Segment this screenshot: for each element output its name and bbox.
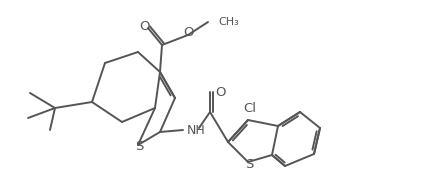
Text: NH: NH	[187, 125, 206, 137]
Text: O: O	[215, 86, 225, 98]
Text: O: O	[140, 20, 150, 33]
Text: S: S	[135, 139, 143, 153]
Text: Cl: Cl	[244, 102, 256, 114]
Text: CH₃: CH₃	[218, 17, 239, 27]
Text: S: S	[245, 158, 253, 171]
Text: O: O	[184, 26, 194, 38]
